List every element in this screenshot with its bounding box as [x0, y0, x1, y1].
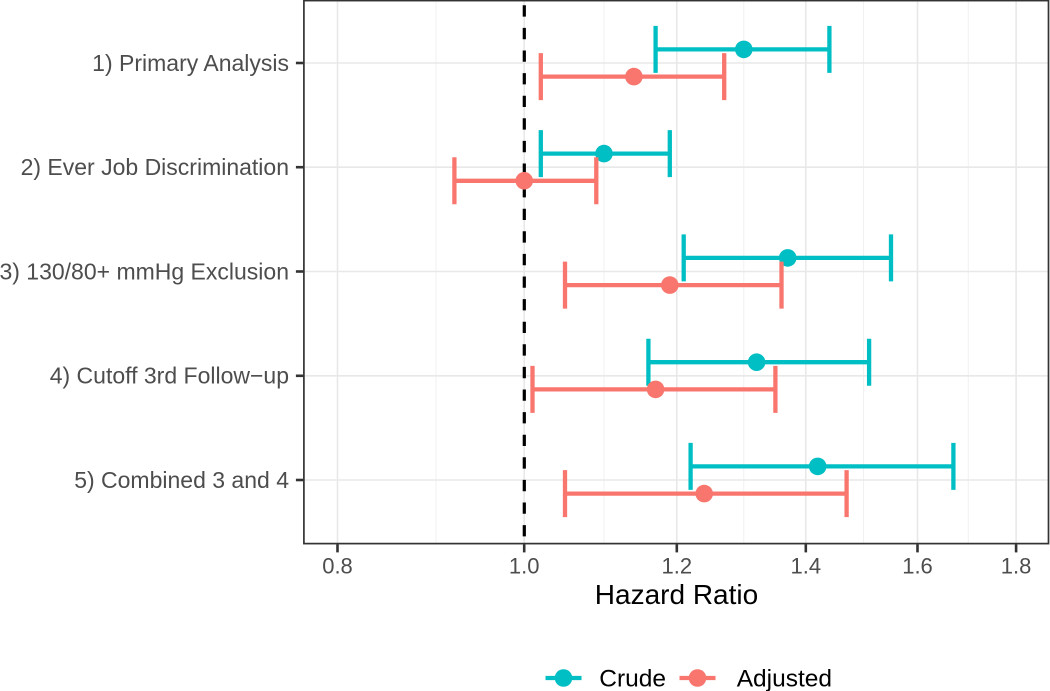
svg-text:1.2: 1.2 [662, 554, 693, 579]
svg-text:5) Combined 3 and 4: 5) Combined 3 and 4 [74, 467, 289, 493]
svg-text:Crude: Crude [599, 666, 666, 691]
svg-text:4) Cutoff 3rd Follow−up: 4) Cutoff 3rd Follow−up [50, 363, 289, 389]
svg-text:1) Primary Analysis: 1) Primary Analysis [92, 50, 289, 76]
svg-text:1.8: 1.8 [1001, 554, 1032, 579]
svg-text:Hazard Ratio: Hazard Ratio [595, 579, 758, 610]
svg-text:1.4: 1.4 [791, 554, 822, 579]
svg-text:2) Ever Job Discrimination: 2) Ever Job Discrimination [21, 154, 289, 180]
svg-text:1.6: 1.6 [902, 554, 933, 579]
svg-text:0.8: 0.8 [322, 554, 353, 579]
svg-text:1.0: 1.0 [509, 554, 540, 579]
svg-text:Adjusted: Adjusted [737, 666, 832, 691]
svg-text:3) 130/80+ mmHg Exclusion: 3) 130/80+ mmHg Exclusion [0, 258, 289, 284]
